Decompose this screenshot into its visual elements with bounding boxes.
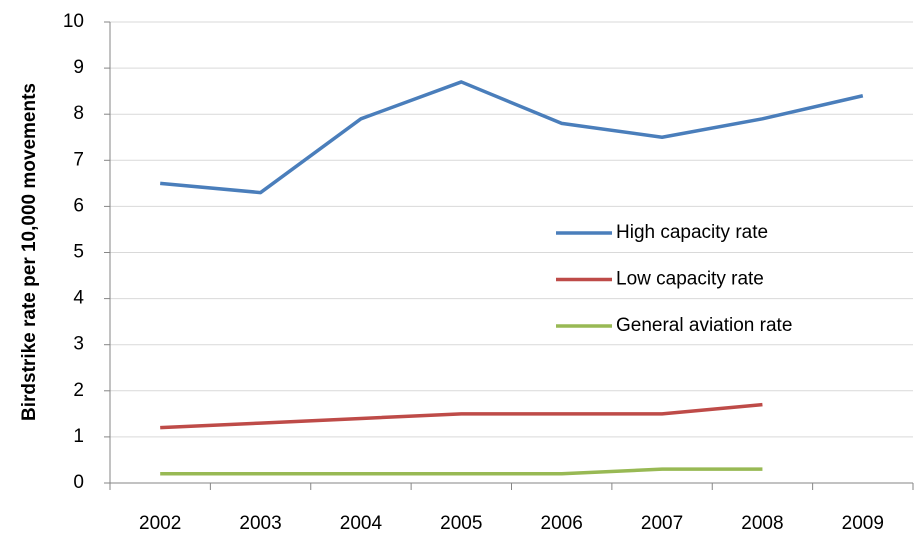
y-tick-label: 2 (73, 380, 84, 401)
x-tick-label: 2007 (641, 513, 683, 534)
y-tick-label: 9 (73, 57, 84, 78)
y-tick-label: 4 (73, 288, 84, 309)
x-tick-label: 2003 (239, 513, 281, 534)
legend-label: General aviation rate (616, 315, 792, 336)
x-tick-label: 2002 (139, 513, 181, 534)
series-line (160, 80, 864, 195)
y-tick-label: 6 (73, 195, 84, 216)
y-tick-label: 8 (73, 103, 84, 124)
series-line (160, 402, 763, 430)
x-tick-label: 2009 (842, 513, 884, 534)
legend-label: High capacity rate (616, 222, 768, 243)
x-tick-label: 2006 (541, 513, 583, 534)
y-tick-label: 3 (73, 334, 84, 355)
y-tick-label: 7 (73, 149, 84, 170)
y-tick-label: 0 (73, 472, 84, 493)
x-tick-label: 2008 (741, 513, 783, 534)
series-line (160, 467, 763, 476)
y-tick-label: 10 (63, 11, 84, 32)
y-axis-label: Birdstrike rate per 10,000 movements (19, 83, 40, 421)
x-tick-label: 2004 (340, 513, 383, 534)
y-tick-label: 5 (73, 242, 84, 263)
x-tick-label: 2005 (440, 513, 482, 534)
legend-label: Low capacity rate (616, 269, 764, 290)
y-tick-label: 1 (73, 426, 84, 447)
